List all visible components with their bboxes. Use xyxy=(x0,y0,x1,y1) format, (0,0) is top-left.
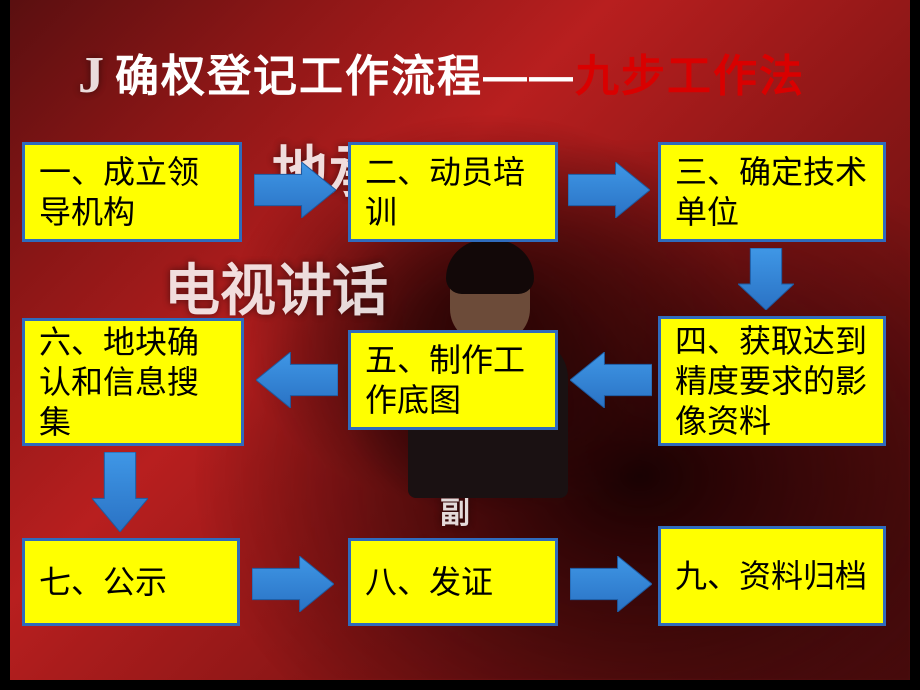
flow-step-b1: 一、成立领导机构 xyxy=(22,142,242,242)
flow-step-b7: 七、公示 xyxy=(22,538,240,626)
arrow-a23 xyxy=(568,162,650,218)
arrow-a89 xyxy=(570,556,652,612)
arrow-a45 xyxy=(570,352,652,408)
flow-step-b4: 四、获取达到精度要求的影像资料 xyxy=(658,316,886,446)
slide-title: 确权登记工作流程——九步工作法 xyxy=(10,40,910,104)
arrow-a78 xyxy=(252,556,334,612)
flow-step-b8: 八、发证 xyxy=(348,538,558,626)
arrow-a67 xyxy=(92,452,148,532)
bg-decor-text: 电视讲话 xyxy=(164,246,388,327)
flow-step-b3: 三、确定技术单位 xyxy=(658,142,886,242)
flow-step-b2: 二、动员培训 xyxy=(348,142,558,242)
flow-step-b9: 九、资料归档 xyxy=(658,526,886,626)
flow-step-b6: 六、地块确认和信息搜集 xyxy=(22,318,244,446)
title-part2: 九步工作法 xyxy=(575,52,805,101)
slide-stage: J地承电视讲话副对 确权登记工作流程——九步工作法 一、成立领导机构二、动员培训… xyxy=(10,0,910,680)
arrow-a12 xyxy=(254,162,336,218)
title-part1: 确权登记工作流程—— xyxy=(115,52,575,101)
arrow-a34 xyxy=(738,248,794,310)
flow-step-b5: 五、制作工作底图 xyxy=(348,330,558,430)
arrow-a56 xyxy=(256,352,338,408)
